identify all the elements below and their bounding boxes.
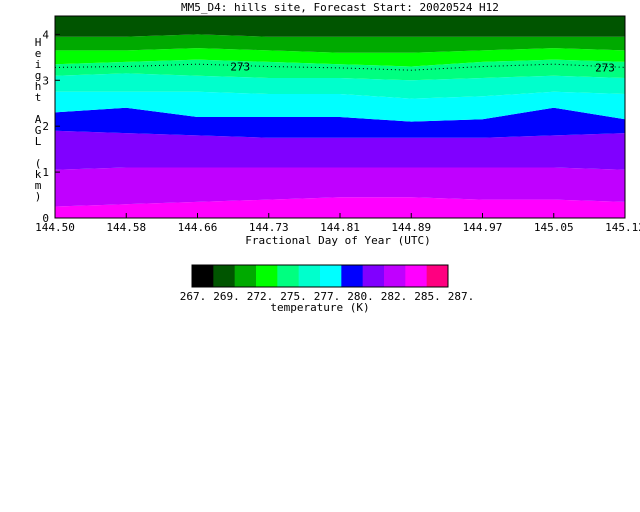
colorbar-swatch <box>426 265 449 287</box>
colorbar-swatch <box>405 265 428 287</box>
colorbar-swatch <box>277 265 300 287</box>
band-9 <box>55 16 625 37</box>
y-tick-label: 2 <box>42 120 49 133</box>
y-label-char: H <box>35 36 42 49</box>
band-3 <box>55 107 625 138</box>
colorbar-tick-label: 280. <box>347 290 374 303</box>
x-tick-label: 144.50 <box>35 221 75 234</box>
band-6 <box>55 59 625 81</box>
colorbar-tick-label: 277. <box>314 290 341 303</box>
band-7 <box>55 48 625 67</box>
contour-label: 273 <box>230 61 250 74</box>
y-tick-label: 3 <box>42 74 49 87</box>
band-4 <box>55 91 625 122</box>
colorbar-tick-label: 282. <box>381 290 408 303</box>
band-5 <box>55 73 625 99</box>
y-tick-label: 4 <box>42 28 49 41</box>
y-axis-ticks: 0 1 2 3 4 <box>42 28 60 225</box>
colorbar-frame <box>191 264 449 288</box>
y-label-char: e <box>35 47 42 60</box>
y-label-char: g <box>35 69 42 82</box>
colorbar-swatch <box>341 265 364 287</box>
band-8 <box>55 34 625 53</box>
y-label-char: m <box>35 179 42 192</box>
y-label-char: L <box>35 135 42 148</box>
colorbar-swatch <box>192 265 214 287</box>
colorbar-tick-label: 269. <box>213 290 240 303</box>
temperature-bands <box>55 16 625 218</box>
colorbar-swatch <box>298 265 321 287</box>
colorbar-swatch <box>362 265 385 287</box>
colorbar-swatch <box>213 265 236 287</box>
band-1 <box>55 167 625 207</box>
chart-title: MM5_D4: hills site, Forecast Start: 2002… <box>181 1 499 14</box>
colorbar-swatch <box>320 265 342 287</box>
x-tick-label: 144.58 <box>106 221 146 234</box>
y-label-char: k <box>35 168 42 181</box>
colorbar-label: temperature (K) <box>270 301 369 314</box>
band-2 <box>55 130 625 170</box>
y-label-char: i <box>35 58 42 71</box>
band-0 <box>55 197 625 218</box>
colorbar-swatch <box>256 265 278 287</box>
y-label-char: A <box>35 113 42 126</box>
x-tick-label: 144.97 <box>463 221 503 234</box>
colorbar-tick-label: 287. <box>448 290 475 303</box>
x-tick-label: 144.89 <box>391 221 431 234</box>
colorbar-swatch <box>234 265 257 287</box>
contour-label: 273 <box>595 61 615 74</box>
y-label-char: ) <box>35 190 42 203</box>
y-label-char: G <box>35 124 42 137</box>
x-tick-label: 144.73 <box>249 221 289 234</box>
y-tick-label: 0 <box>42 212 49 225</box>
y-label-char: h <box>35 80 42 93</box>
colorbar-tick-label: 272. <box>247 290 274 303</box>
colorbar: 267. 269. 272. 275. 277. 280. 282. 285. 287. <box>180 264 475 303</box>
x-tick-label: 145.12 <box>605 221 640 234</box>
contour-273: 273 273 <box>54 61 626 74</box>
x-tick-label: 144.66 <box>178 221 218 234</box>
colorbar-swatch <box>384 265 406 287</box>
y-label-char: t <box>35 91 42 104</box>
y-label-char: ( <box>35 157 42 170</box>
colorbar-tick-label: 267. <box>180 290 207 303</box>
x-axis-ticks: 144.50 144.58 144.66 144.73 144.81 144.89 144.… <box>35 213 640 234</box>
y-tick-label: 1 <box>42 166 49 179</box>
x-tick-label: 144.81 <box>320 221 360 234</box>
colorbar-tick-label: 275. <box>280 290 307 303</box>
x-axis-label: Fractional Day of Year (UTC) <box>245 234 430 247</box>
colorbar-tick-label: 285. <box>414 290 441 303</box>
x-tick-label: 145.05 <box>534 221 574 234</box>
